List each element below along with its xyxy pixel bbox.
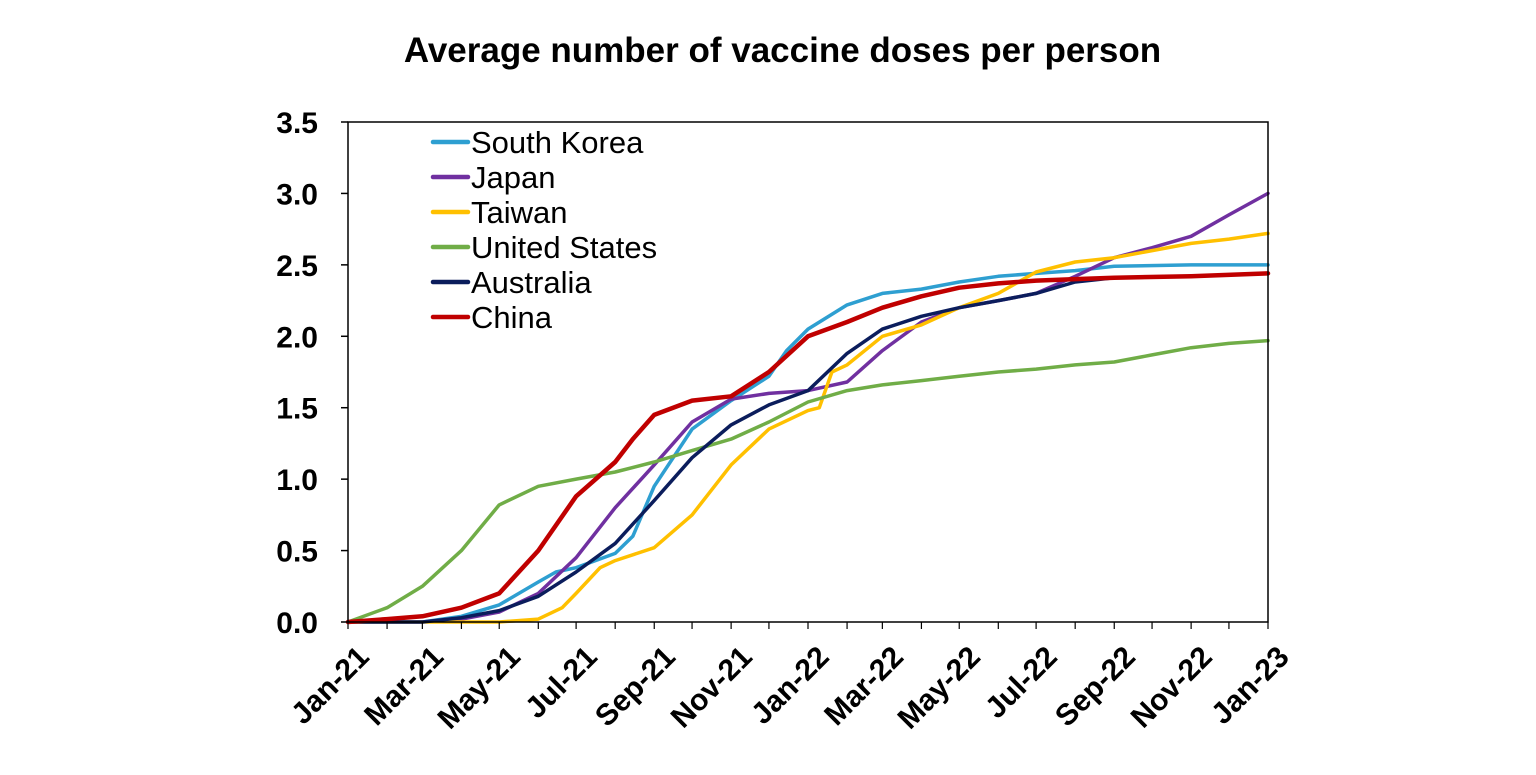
legend-label-south-korea: South Korea [471,125,644,160]
lines-layer [345,191,1271,625]
legend-label-china: China [471,300,553,335]
y-tick-label: 3.0 [276,178,318,211]
chart-title: Average number of vaccine doses per pers… [403,31,1162,70]
y-tick-label: 0.5 [276,536,318,569]
y-tick-label: 1.0 [276,464,318,497]
x-tick-label: Nov-22 [1125,640,1219,734]
x-tick-label: Nov-21 [665,640,759,734]
x-tick-label: May-22 [892,640,987,735]
x-tick-label: May-21 [432,640,527,735]
y-axis: 0.0 0.5 1.0 1.5 2.0 2.5 3.0 3.5 [276,107,348,640]
series-line-united-states [346,338,1270,624]
y-tick-label: 0.0 [276,607,318,640]
legend-label-japan: Japan [471,160,555,195]
y-tick-label: 2.0 [276,321,318,354]
series-line-china [345,271,1271,625]
legend-label-australia: Australia [471,265,592,300]
x-tick-label: Jan-21 [285,640,376,731]
y-tick-label: 2.5 [276,250,318,283]
y-tick-label: 1.5 [276,393,318,426]
y-tick-label: 3.5 [276,107,318,140]
series-line-taiwan [346,231,1270,624]
series-line-australia [346,271,1270,624]
x-axis: Jan-21Mar-21May-21Jul-21Sep-21Nov-21Jan-… [285,622,1296,736]
legend-label-taiwan: Taiwan [471,195,568,230]
x-tick-label: Mar-22 [818,640,910,732]
legend-label-united-states: United States [471,230,657,265]
x-tick-label: Mar-21 [358,640,450,732]
x-tick-label: Sep-21 [589,640,682,733]
x-tick-label: Jan-22 [745,640,836,731]
x-tick-label: Sep-22 [1049,640,1142,733]
x-tick-label: Jan-23 [1205,640,1296,731]
